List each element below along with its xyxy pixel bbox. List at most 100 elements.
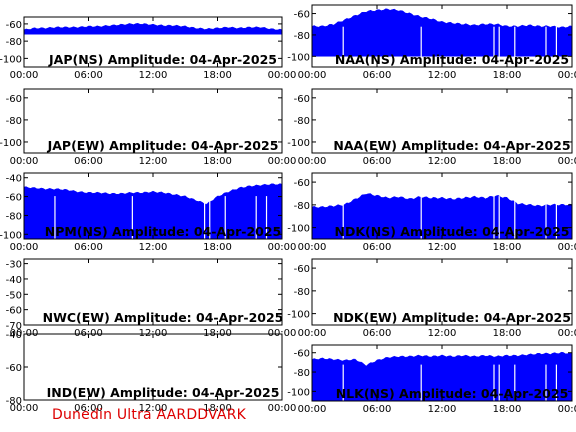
y-tick-label: -60: [6, 20, 22, 31]
y-tick-label: -100: [287, 224, 310, 235]
y-tick-label: -100: [287, 138, 310, 149]
x-tick-label: 12:00: [428, 156, 457, 167]
panel-title: JAP(NS) Amplitude: 04-Apr-2025: [48, 52, 277, 67]
x-tick-label: 18:00: [493, 404, 522, 415]
y-tick-label: -60: [294, 178, 310, 189]
panel-3: -60 -80 -100 00:00 06:00 12:00 18:00 00:00 JAP(E…: [0, 88, 297, 167]
x-tick-label: 00:00: [10, 403, 39, 414]
x-tick-label: 18:00: [493, 328, 522, 339]
panel-title: IND(EW) Amplitude: 04-Apr-2025: [47, 385, 280, 400]
x-tick-label: 00:00: [268, 70, 297, 81]
y-tick-label: -80: [6, 211, 22, 222]
x-tick-label: 18:00: [493, 242, 522, 253]
x-tick-label: 00:00: [10, 70, 39, 81]
x-tick-label: 06:00: [74, 156, 103, 167]
panel-8: -60 -80 -100 00:00 06:00 12:00 18:00 00:00 NDK(E…: [287, 258, 576, 339]
panel-title: NWC(EW) Amplitude: 04-Apr-2025: [43, 310, 284, 325]
x-tick-label: 00:00: [558, 242, 576, 253]
x-tick-label: 06:00: [363, 70, 392, 81]
x-tick-label: 00:00: [558, 156, 576, 167]
panel-2: -60 -80 -100 00:00 06:00 12:00 18:00 00:00 NAA(N…: [287, 4, 576, 81]
x-tick-label: 00:00: [298, 70, 327, 81]
y-tick-label: -60: [294, 349, 310, 360]
y-tick-label: -80: [294, 116, 310, 127]
x-tick-label: 00:00: [268, 156, 297, 167]
x-tick-label: 12:00: [139, 242, 168, 253]
x-tick-label: 12:00: [428, 404, 457, 415]
y-tick-label: -80: [294, 368, 310, 379]
x-tick-label: 00:00: [298, 404, 327, 415]
y-tick-label: -80: [6, 396, 22, 407]
x-tick-label: 00:00: [558, 70, 576, 81]
x-tick-label: 12:00: [139, 70, 168, 81]
x-tick-label: 18:00: [203, 403, 232, 414]
y-tick-label: -100: [0, 54, 22, 65]
amplitude-trace: [311, 193, 573, 240]
y-tick-label: -60: [6, 193, 22, 204]
panel-1: -60 -80 -100 00:00 06:00 12:00 18:00 00:00 JAP(N…: [0, 16, 297, 81]
x-tick-label: 18:00: [203, 156, 232, 167]
panel-7: -30-40-50-60-7000:0006:0012:0018:0000:00…: [6, 258, 296, 339]
amplitude-trace: [311, 351, 573, 402]
x-tick-label: 06:00: [363, 242, 392, 253]
x-tick-label: 12:00: [428, 328, 457, 339]
panel-title: NDK(NS) Amplitude: 04-Apr-2025: [335, 224, 570, 239]
y-tick-label: -80: [294, 201, 310, 212]
y-tick-label: -60: [6, 306, 22, 317]
x-tick-label: 18:00: [203, 242, 232, 253]
x-tick-label: 06:00: [363, 156, 392, 167]
y-tick-label: -100: [287, 387, 310, 398]
y-tick-label: -80: [6, 37, 22, 48]
y-tick-label: -40: [6, 174, 22, 185]
amplitude-trace: [23, 183, 283, 240]
x-tick-label: 00:00: [10, 156, 39, 167]
y-tick-label: -60: [294, 264, 310, 275]
amplitude-trace: [311, 8, 573, 57]
x-tick-label: 12:00: [139, 156, 168, 167]
y-tick-label: -60: [6, 363, 22, 374]
x-tick-label: 00:00: [558, 404, 576, 415]
y-tick-label: -40: [6, 330, 22, 341]
y-tick-label: -80: [294, 287, 310, 298]
x-tick-label: 12:00: [428, 70, 457, 81]
y-tick-label: -100: [287, 310, 310, 321]
footer-caption: Dunedin Ultra AARDDVARK: [52, 407, 247, 423]
panel-title: JAP(EW) Amplitude: 04-Apr-2025: [47, 138, 279, 153]
x-tick-label: 00:00: [268, 403, 297, 414]
x-tick-label: 12:00: [428, 242, 457, 253]
x-tick-label: 00:00: [298, 328, 327, 339]
y-tick-label: -60: [6, 94, 22, 105]
y-tick-label: -80: [6, 116, 22, 127]
x-tick-label: 18:00: [493, 156, 522, 167]
x-tick-label: 12:00: [139, 403, 168, 414]
y-tick-label: -100: [0, 230, 22, 241]
y-tick-label: -60: [294, 94, 310, 105]
y-tick-label: -60: [294, 10, 310, 21]
panel-6: -60 -80 -100 00:00 06:00 12:00 18:00 00:00 NDK(N…: [287, 172, 576, 253]
x-tick-label: 00:00: [10, 242, 39, 253]
panel-title: NAA(NS) Amplitude: 04-Apr-2025: [335, 52, 569, 67]
x-tick-label: 00:00: [558, 328, 576, 339]
x-tick-label: 00:00: [298, 242, 327, 253]
x-tick-label: 06:00: [74, 242, 103, 253]
panel-title: NLK(NS) Amplitude: 04-Apr-2025: [336, 386, 569, 401]
panel-title: NDK(EW) Amplitude: 04-Apr-2025: [333, 310, 571, 325]
y-tick-label: -100: [0, 138, 22, 149]
x-tick-label: 06:00: [74, 70, 103, 81]
y-tick-label: -40: [6, 275, 22, 286]
x-tick-label: 00:00: [298, 156, 327, 167]
x-tick-label: 18:00: [493, 70, 522, 81]
x-tick-label: 00:00: [268, 242, 297, 253]
x-tick-label: 06:00: [74, 403, 103, 414]
panel-title: NPM(NS) Amplitude: 04-Apr-2025: [45, 224, 282, 239]
y-tick-label: -70: [6, 321, 22, 332]
x-tick-label: 06:00: [363, 404, 392, 415]
panel-10: -60 -80 -100 00:00 06:00 12:00 18:00 00:00 NLK(N…: [287, 344, 576, 415]
y-tick-label: -100: [287, 52, 310, 63]
x-tick-label: 06:00: [363, 328, 392, 339]
y-tick-label: -80: [294, 31, 310, 42]
x-tick-label: 18:00: [203, 70, 232, 81]
